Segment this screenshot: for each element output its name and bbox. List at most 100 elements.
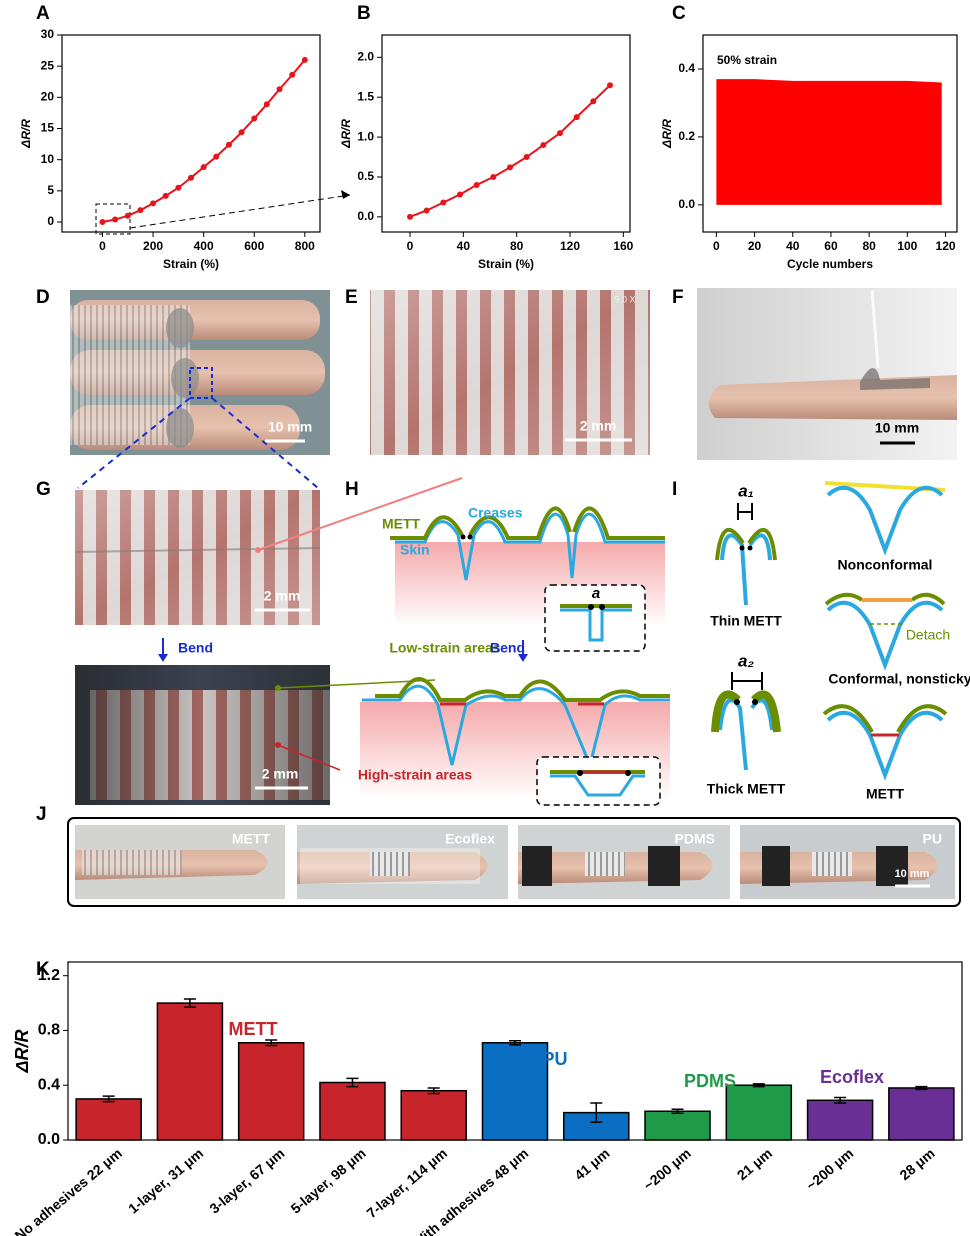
data-point <box>302 57 308 63</box>
bar <box>889 1088 954 1140</box>
x-tick-label: 100 <box>897 239 917 253</box>
x-tick-label: 120 <box>560 239 580 253</box>
label: Creases <box>468 505 523 521</box>
group-label: Ecoflex <box>820 1067 884 1087</box>
group-label: PU <box>542 1049 567 1069</box>
data-point <box>213 154 219 160</box>
bar <box>76 1099 141 1140</box>
arrow-head <box>158 654 168 662</box>
shape <box>577 770 583 776</box>
y-tick-label: 0.5 <box>357 169 374 183</box>
label: Nonconformal <box>838 557 933 573</box>
x-tick-label: 5-layer, 98 μm <box>288 1145 369 1217</box>
y-axis-label: ΔR/R <box>660 119 674 149</box>
scale-label: 2 mm <box>262 766 299 782</box>
scale-label: 2 mm <box>580 418 617 434</box>
panel-label: C <box>672 3 686 24</box>
photo-e: 9.0 X 2 mm <box>370 290 650 455</box>
x-tick-label: 41 μm <box>571 1145 612 1183</box>
data-point <box>574 114 580 120</box>
bend-label: Bend <box>178 640 213 656</box>
data-point <box>201 164 207 170</box>
data-point <box>277 86 283 92</box>
label: a₁ <box>738 481 753 500</box>
y-tick-label: 0.8 <box>38 1022 60 1039</box>
data-point <box>226 142 232 148</box>
x-tick-label: 800 <box>295 239 315 253</box>
zoom-arrow <box>130 195 350 228</box>
shape <box>648 846 680 886</box>
shape <box>537 757 660 805</box>
data-point <box>125 213 131 219</box>
photo-f: 10 mm <box>697 288 957 460</box>
shape <box>738 503 752 520</box>
panel-label: A <box>36 3 50 24</box>
data-area <box>716 79 941 205</box>
label: Low-strain areas <box>389 640 500 656</box>
photo-label: Ecoflex <box>445 831 495 847</box>
shape <box>732 672 762 690</box>
panel-label: E <box>345 287 358 308</box>
x-tick-label: 160 <box>613 239 633 253</box>
photo-label: METT <box>232 831 271 847</box>
data-point <box>424 207 430 213</box>
y-axis-label: ΔR/R <box>19 119 33 149</box>
data-point <box>490 174 496 180</box>
shape <box>748 546 753 551</box>
callout-dot <box>275 685 281 691</box>
data-point <box>590 98 596 104</box>
gap-label: a <box>592 585 600 602</box>
plot-frame <box>382 35 630 232</box>
data-line <box>102 60 304 222</box>
panel-label: B <box>357 3 371 24</box>
data-point <box>474 182 480 188</box>
x-tick-label: 400 <box>194 239 214 253</box>
x-tick-label: 21 μm <box>734 1145 775 1183</box>
shape <box>762 846 790 886</box>
data-point <box>99 219 105 225</box>
x-tick-label: 80 <box>862 239 876 253</box>
data-point <box>239 129 245 135</box>
panel-j: METT Ecoflex PDMS PU 10 mm <box>68 818 960 906</box>
y-tick-label: 2.0 <box>357 50 374 64</box>
label: a₂ <box>738 651 754 670</box>
bar <box>157 1003 222 1140</box>
bar <box>726 1085 791 1140</box>
x-axis-label: Cycle numbers <box>787 257 873 271</box>
shape <box>828 488 942 550</box>
x-tick-label: 3-layer, 67 μm <box>206 1145 287 1217</box>
y-tick-label: 10 <box>41 152 55 166</box>
shape <box>585 852 625 876</box>
bar <box>482 1043 547 1140</box>
data-point <box>440 199 446 205</box>
panel-label: H <box>345 479 359 500</box>
y-tick-label: 30 <box>41 27 55 41</box>
bar <box>401 1091 466 1140</box>
zoom-label: 9.0 X <box>614 294 635 304</box>
data-point <box>507 164 513 170</box>
x-tick-label: ~200 μm <box>640 1145 694 1194</box>
label: Thick METT <box>707 781 786 797</box>
y-tick-label: 1.2 <box>38 967 60 984</box>
shape <box>588 604 594 610</box>
shape <box>522 846 552 886</box>
scale-label: 10 mm <box>895 868 930 880</box>
diagram-i: a₁ Thin METT a₂ Thick METT Nonconformal … <box>707 481 970 801</box>
x-tick-label: 0 <box>713 239 720 253</box>
data-point <box>163 193 169 199</box>
data-point <box>175 185 181 191</box>
y-tick-label: 1.5 <box>357 89 374 103</box>
x-tick-label: 7-layer, 114 μm <box>363 1145 450 1221</box>
data-point <box>150 200 156 206</box>
data-point <box>557 130 563 136</box>
shape <box>166 308 194 348</box>
x-tick-label: 0 <box>99 239 106 253</box>
data-point <box>407 214 413 220</box>
shape <box>722 535 770 605</box>
x-axis-label: Strain (%) <box>478 257 534 271</box>
label: Thin METT <box>710 613 782 629</box>
arrow-head <box>341 190 350 199</box>
photo-d: 10 mm <box>70 290 330 455</box>
shape <box>468 535 473 540</box>
photo-label: PDMS <box>675 831 715 847</box>
